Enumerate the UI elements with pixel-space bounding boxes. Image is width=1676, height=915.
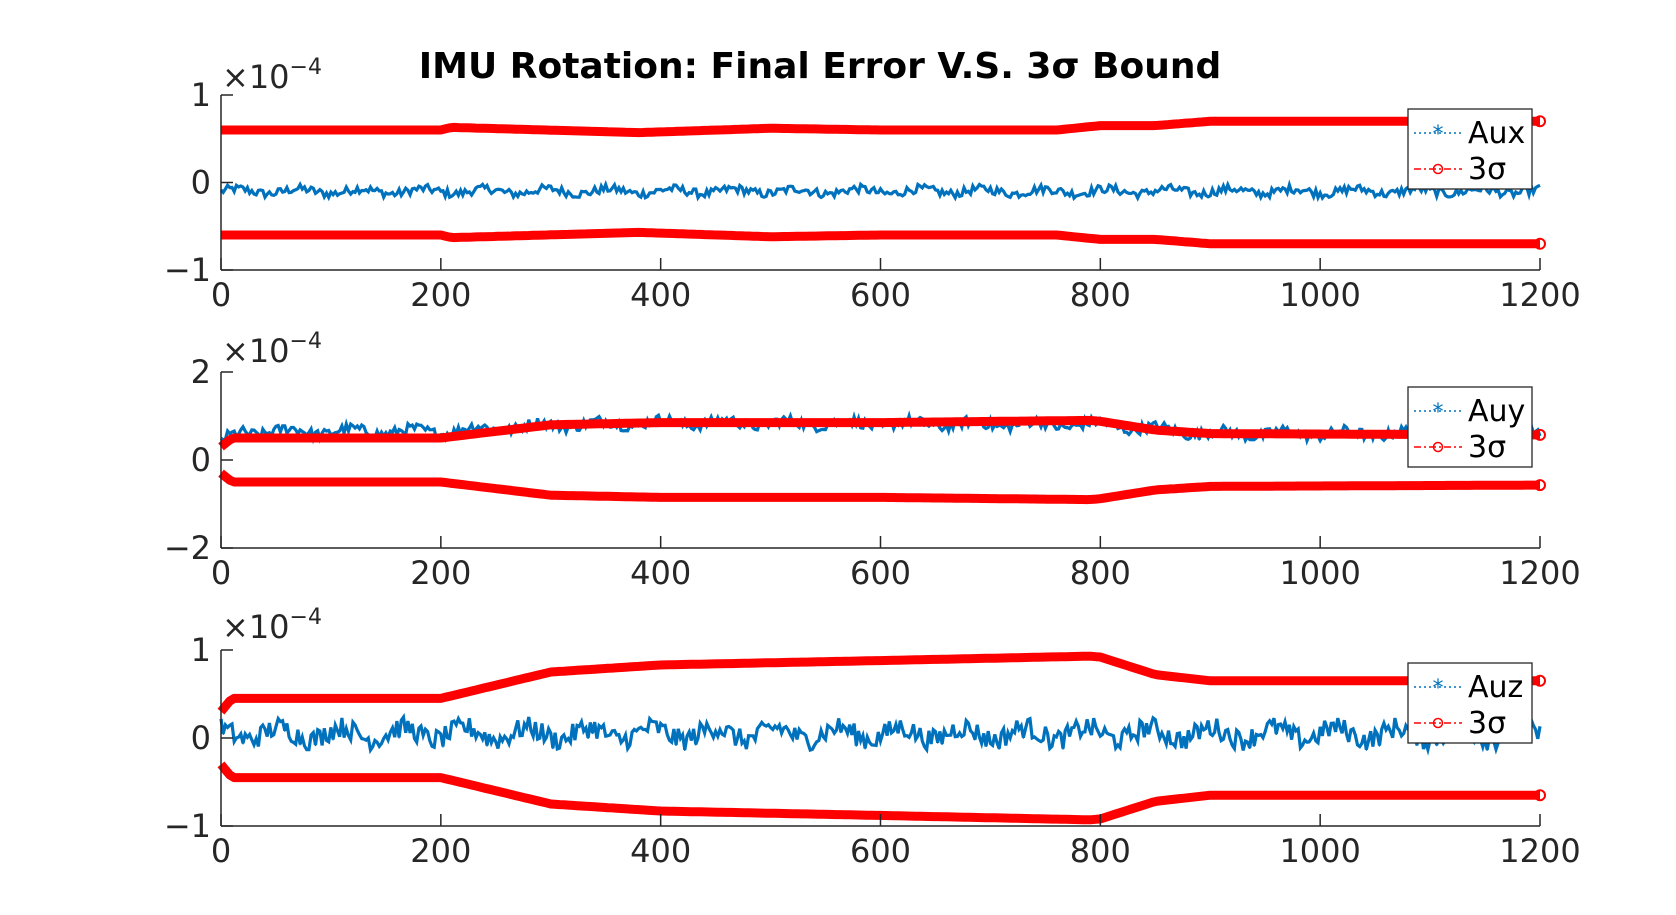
y-exponent-label: ×10−4 — [222, 55, 322, 96]
x-tick-label: 200 — [410, 554, 471, 592]
series-line-bound-lower — [220, 227, 1541, 249]
series-layer — [217, 651, 1546, 825]
x-tick-label: 800 — [1070, 554, 1131, 592]
y-tick-label: 0 — [191, 164, 211, 202]
x-tick-label: 1000 — [1279, 276, 1360, 314]
x-tick-label: 600 — [850, 832, 911, 870]
bound-end-marker — [1534, 674, 1546, 687]
legend-label: Auz — [1468, 670, 1523, 705]
x-tick-label: 600 — [850, 276, 911, 314]
tick-labels: 0 200 400 600 800 1000 1200−202 — [164, 353, 1581, 592]
legend-marker — [1432, 441, 1444, 453]
y-exponent-label: ×10−4 — [222, 329, 322, 370]
legend-marker — [1432, 163, 1444, 175]
exponent-power: −4 — [290, 605, 322, 630]
x-tick-label: 800 — [1070, 832, 1131, 870]
chart-title: IMU Rotation: Final Error V.S. 3σ Bound — [419, 46, 1221, 87]
y-tick-label: −1 — [164, 807, 211, 845]
legend-label: 3σ — [1468, 706, 1506, 741]
x-tick-label: 200 — [410, 276, 471, 314]
x-tick-label: 400 — [630, 832, 691, 870]
bound-end-marker — [1534, 115, 1546, 128]
x-tick-label: 1200 — [1499, 832, 1580, 870]
series-line-bound-lower — [218, 469, 1541, 505]
y-tick-label: 1 — [191, 76, 211, 114]
legend-marker: * — [1433, 400, 1444, 425]
x-tick-label: 0 — [211, 832, 231, 870]
legend-marker: * — [1433, 676, 1444, 701]
y-tick-label: −1 — [164, 251, 211, 289]
legend-marker: * — [1433, 122, 1444, 147]
bound-end-marker — [1534, 789, 1546, 802]
legend-box — [1407, 386, 1533, 468]
x-tick-label: 400 — [630, 276, 691, 314]
x-tick-label: 1000 — [1279, 832, 1360, 870]
series-line-bound-upper — [218, 415, 1541, 451]
tick-labels: 0 200 400 600 800 1000 1200−101 — [164, 76, 1581, 314]
y-tick-label: 1 — [191, 631, 211, 669]
x-tick-label: 1000 — [1279, 554, 1360, 592]
x-tick-label: 400 — [630, 554, 691, 592]
axes-box — [220, 94, 1541, 271]
exponent-base: ×10 — [222, 608, 290, 646]
x-tick-label: 600 — [850, 554, 911, 592]
legend-label: Aux — [1468, 116, 1525, 151]
series-layer — [219, 115, 1546, 250]
x-tick-label: 1200 — [1499, 276, 1580, 314]
series-line-bound-lower — [217, 761, 1541, 825]
tick-labels: 0 200 400 600 800 1000 1200−101 — [164, 631, 1581, 870]
series-line-error — [219, 712, 1542, 756]
y-tick-label: 0 — [191, 719, 211, 757]
bound-end-marker — [1534, 428, 1546, 441]
series-layer — [218, 410, 1546, 505]
bound-end-marker — [1534, 479, 1546, 492]
series-line-bound-upper — [220, 116, 1541, 138]
series-line-error — [219, 179, 1541, 203]
x-tick-label: 1200 — [1499, 554, 1580, 592]
x-tick-label: 0 — [211, 276, 231, 314]
bound-end-marker — [1534, 237, 1546, 250]
exponent-power: −4 — [290, 55, 322, 80]
legend-label: 3σ — [1468, 152, 1506, 187]
legend-label: 3σ — [1468, 430, 1506, 465]
x-tick-label: 800 — [1070, 276, 1131, 314]
x-tick-label: 200 — [410, 832, 471, 870]
y-exponent-label: ×10−4 — [222, 605, 322, 646]
series-line-bound-upper — [217, 651, 1541, 715]
x-tick-label: 0 — [211, 554, 231, 592]
legend-box — [1407, 108, 1533, 190]
exponent-base: ×10 — [222, 332, 290, 370]
legend-label: Auy — [1468, 394, 1525, 429]
legend-box — [1407, 662, 1533, 744]
axes-box — [220, 649, 1541, 827]
exponent-base: ×10 — [222, 58, 290, 96]
axes-box — [220, 371, 1541, 549]
y-tick-label: −2 — [164, 529, 211, 567]
legend-marker — [1432, 717, 1444, 729]
y-tick-label: 0 — [191, 441, 211, 479]
exponent-power: −4 — [290, 329, 322, 354]
y-tick-label: 2 — [191, 353, 211, 391]
